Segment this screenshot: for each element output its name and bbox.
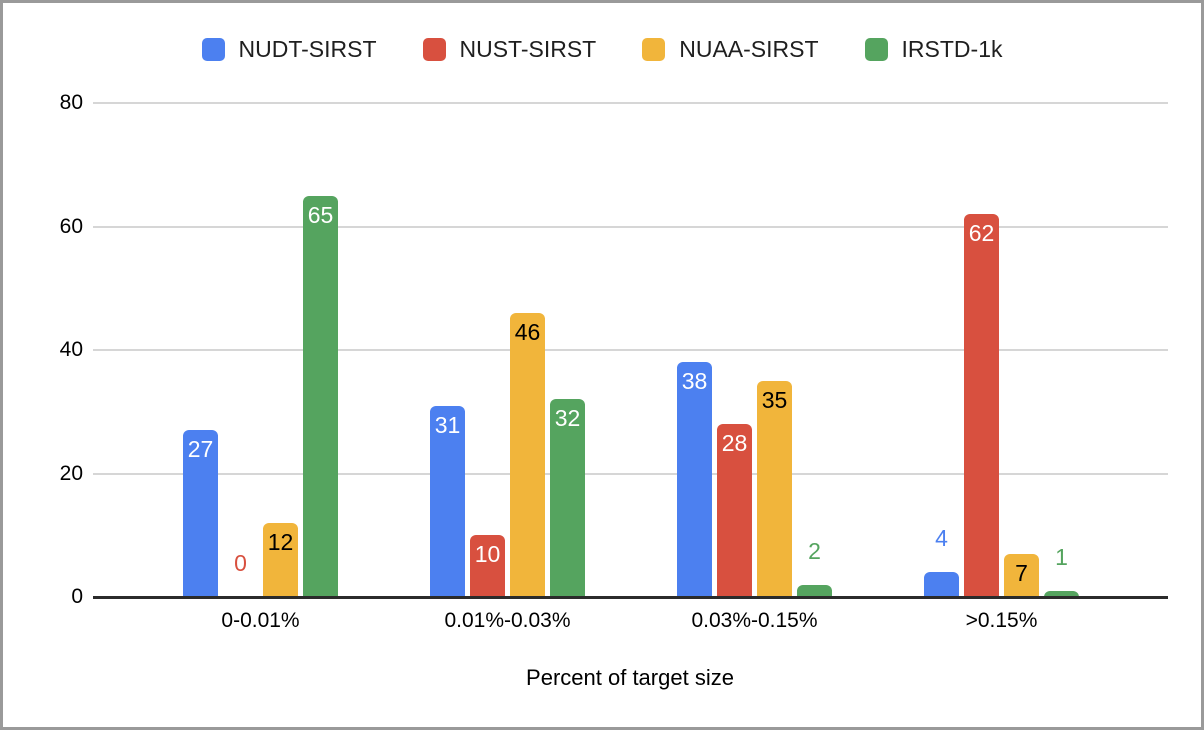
- gridline: [93, 472, 1168, 475]
- legend-label: NUST-SIRST: [459, 36, 597, 62]
- bar-value-label: 62: [968, 220, 995, 246]
- legend-item-nuaa-sirst[interactable]: NUAA-SIRST: [642, 36, 819, 63]
- y-axis-tick-label: 20: [59, 461, 83, 485]
- bar-value-label: 27: [187, 436, 214, 462]
- x-axis-category-label: 0.01%-0.03%: [444, 609, 571, 632]
- x-axis-line: [93, 596, 1168, 599]
- bar-nust-sirst-0.03%-0.15%[interactable]: 28: [717, 424, 752, 597]
- x-axis-category-label: 0.03%-0.15%: [691, 609, 818, 632]
- x-axis-category-label: 0-0.01%: [221, 609, 300, 632]
- legend-label: NUAA-SIRST: [679, 36, 819, 62]
- bar-value-label: 10: [474, 541, 501, 567]
- bar-value-label: 2: [808, 538, 821, 564]
- y-axis-tick-label: 80: [59, 91, 83, 114]
- y-axis-tick-label: 40: [59, 338, 83, 361]
- border-notch: [880, 0, 887, 3]
- bar-nudt-sirst->0.15%[interactable]: [924, 572, 959, 597]
- border-notch: [1122, 0, 1129, 3]
- legend-swatch-icon: [642, 38, 666, 61]
- gridline: [93, 225, 1168, 228]
- legend-swatch-icon: [422, 38, 446, 61]
- bar-nuaa-sirst-0-0.01%[interactable]: 12: [263, 523, 298, 597]
- bar-nust-sirst-0.01%-0.03%[interactable]: 10: [470, 535, 505, 597]
- x-axis-category-label: >0.15%: [965, 609, 1038, 632]
- bar-nudt-sirst-0.03%-0.15%[interactable]: 38: [677, 362, 712, 597]
- legend-swatch-icon: [864, 38, 888, 61]
- border-notch: [365, 0, 372, 3]
- bar-group-0.03%-0.15%: 38 28 35 2: [677, 103, 832, 597]
- y-axis-tick-label: 0: [71, 585, 83, 608]
- bar-nust-sirst->0.15%[interactable]: 62: [964, 214, 999, 597]
- bar-value-label: 28: [721, 430, 748, 456]
- bar-group->0.15%: 4 62 7 1: [924, 103, 1079, 597]
- bar-value-label: 32: [554, 405, 581, 431]
- bar-nuaa-sirst-0.01%-0.03%[interactable]: 46: [510, 313, 545, 597]
- y-axis-tick-label: 60: [59, 214, 83, 238]
- bar-irstd-1k->0.15%[interactable]: [1044, 591, 1079, 597]
- bar-value-label: 46: [514, 319, 541, 345]
- bar-group-0.01%-0.03%: 31 10 46 32: [430, 103, 585, 597]
- legend-item-nust-sirst[interactable]: NUST-SIRST: [422, 36, 597, 63]
- legend-item-nudt-sirst[interactable]: NUDT-SIRST: [201, 36, 377, 63]
- bar-nudt-sirst-0-0.01%[interactable]: 27: [183, 430, 218, 597]
- bar-value-label: 31: [434, 412, 461, 438]
- legend-label: NUDT-SIRST: [238, 36, 377, 62]
- legend-label: IRSTD-1k: [901, 36, 1003, 62]
- bar-value-label: 0: [234, 550, 247, 576]
- bar-irstd-1k-0-0.01%[interactable]: 65: [303, 196, 338, 597]
- bar-irstd-1k-0.01%-0.03%[interactable]: 32: [550, 399, 585, 597]
- x-axis-title: Percent of target size: [526, 665, 734, 690]
- chart-legend: NUDT-SIRST NUST-SIRST NUAA-SIRST IRSTD-1k: [3, 36, 1201, 63]
- bar-value-label: 38: [681, 368, 708, 394]
- gridline: [93, 349, 1168, 351]
- bar-nudt-sirst-0.01%-0.03%[interactable]: 31: [430, 406, 465, 597]
- bar-group-0-0.01%: 27 0 12 65: [183, 103, 338, 597]
- bar-irstd-1k-0.03%-0.15%[interactable]: [797, 585, 832, 597]
- legend-item-irstd-1k[interactable]: IRSTD-1k: [864, 36, 1003, 63]
- bar-nuaa-sirst-0.03%-0.15%[interactable]: 35: [757, 381, 792, 597]
- bar-value-label: 12: [267, 529, 294, 555]
- bar-value-label: 35: [761, 387, 788, 413]
- bar-value-label: 65: [307, 202, 334, 228]
- bar-value-label: 4: [935, 525, 948, 551]
- border-notch: [570, 0, 577, 3]
- bar-value-label: 1: [1055, 544, 1068, 570]
- bar-nuaa-sirst->0.15%[interactable]: 7: [1004, 554, 1039, 597]
- legend-swatch-icon: [201, 38, 225, 61]
- bar-value-label: 7: [1015, 560, 1028, 586]
- gridline: [93, 102, 1168, 104]
